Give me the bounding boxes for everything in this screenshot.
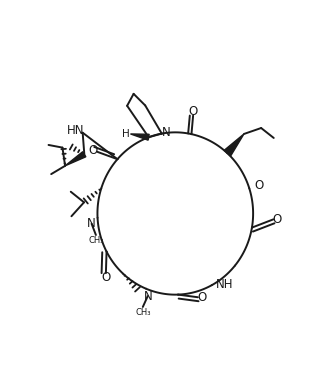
Text: NH: NH xyxy=(216,278,234,291)
Polygon shape xyxy=(131,134,149,140)
Polygon shape xyxy=(224,134,244,156)
Polygon shape xyxy=(65,152,86,166)
Text: HN: HN xyxy=(66,123,84,137)
Text: O: O xyxy=(197,291,207,304)
Text: O: O xyxy=(254,179,263,191)
Text: N: N xyxy=(162,126,170,139)
Text: O: O xyxy=(188,105,198,118)
Text: N: N xyxy=(143,289,152,303)
Text: O: O xyxy=(89,144,98,157)
Text: N: N xyxy=(87,217,96,230)
Text: CH₃: CH₃ xyxy=(88,236,104,245)
Text: O: O xyxy=(273,213,282,226)
Text: H: H xyxy=(122,129,129,139)
Text: CH₃: CH₃ xyxy=(135,309,151,318)
Text: O: O xyxy=(101,271,111,283)
